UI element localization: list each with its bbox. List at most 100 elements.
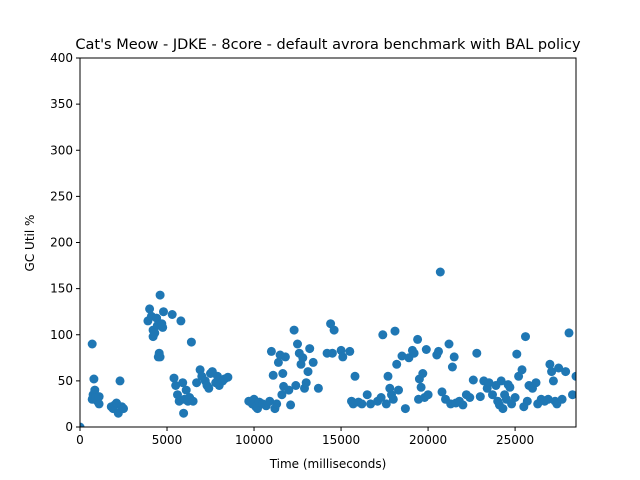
data-point bbox=[557, 394, 567, 404]
x-tick-label: 10000 bbox=[235, 433, 273, 447]
data-point bbox=[301, 378, 311, 388]
data-point bbox=[150, 328, 160, 338]
data-point bbox=[188, 396, 198, 406]
y-tick-label: 400 bbox=[50, 51, 73, 65]
data-point bbox=[434, 346, 443, 356]
chart-title: Cat's Meow - JDKE - 8core - default avro… bbox=[75, 37, 581, 53]
data-point bbox=[313, 383, 323, 393]
data-point bbox=[561, 367, 571, 377]
data-point bbox=[547, 367, 557, 377]
data-point bbox=[277, 390, 287, 400]
data-point bbox=[362, 390, 372, 400]
data-point bbox=[468, 375, 478, 385]
data-point bbox=[357, 399, 367, 409]
data-point bbox=[376, 393, 386, 402]
data-point bbox=[416, 382, 426, 392]
data-point bbox=[383, 371, 393, 381]
data-point bbox=[273, 357, 283, 367]
data-point bbox=[522, 396, 532, 406]
data-point bbox=[437, 387, 447, 397]
data-point bbox=[545, 359, 555, 369]
data-point bbox=[488, 390, 497, 400]
data-point bbox=[510, 393, 520, 402]
data-point bbox=[409, 348, 419, 358]
data-point bbox=[435, 267, 445, 277]
data-point bbox=[505, 382, 515, 392]
data-point bbox=[517, 365, 527, 375]
y-tick-label: 0 bbox=[65, 420, 73, 434]
data-point bbox=[449, 352, 459, 362]
data-point bbox=[350, 371, 360, 381]
data-point bbox=[278, 369, 288, 378]
data-point bbox=[423, 390, 433, 400]
data-point bbox=[400, 404, 410, 414]
x-axis-label: Time (milliseconds) bbox=[269, 457, 387, 471]
data-point bbox=[548, 376, 558, 386]
y-tick-label: 250 bbox=[50, 189, 73, 203]
data-point bbox=[308, 357, 318, 367]
data-point bbox=[378, 330, 388, 340]
data-point bbox=[421, 345, 431, 354]
data-point bbox=[531, 378, 541, 388]
data-point bbox=[366, 399, 376, 409]
data-point bbox=[284, 385, 294, 395]
data-point bbox=[298, 353, 308, 363]
data-point bbox=[345, 346, 355, 356]
data-point bbox=[223, 372, 233, 382]
data-point bbox=[90, 385, 100, 395]
data-point bbox=[327, 348, 337, 358]
data-point bbox=[303, 367, 313, 377]
data-point bbox=[176, 316, 186, 326]
y-tick-label: 200 bbox=[50, 236, 73, 250]
data-point bbox=[178, 378, 188, 388]
data-point bbox=[268, 370, 278, 380]
data-point bbox=[475, 392, 485, 402]
data-point bbox=[512, 349, 522, 359]
x-tick-label: 15000 bbox=[322, 433, 360, 447]
data-point bbox=[571, 371, 576, 381]
data-point bbox=[155, 290, 165, 300]
data-point bbox=[272, 399, 282, 409]
data-point bbox=[543, 394, 553, 404]
x-tick-label: 25000 bbox=[496, 433, 534, 447]
data-point bbox=[291, 381, 301, 390]
data-point bbox=[338, 352, 348, 362]
data-point bbox=[119, 404, 128, 414]
y-tick-label: 150 bbox=[50, 282, 73, 296]
plot-frame bbox=[79, 57, 577, 428]
data-point bbox=[280, 352, 290, 362]
data-point bbox=[388, 394, 398, 404]
data-point bbox=[413, 334, 423, 344]
data-point bbox=[329, 325, 339, 335]
data-point bbox=[169, 373, 179, 383]
data-point bbox=[80, 422, 85, 427]
data-point bbox=[496, 376, 506, 386]
data-point bbox=[390, 326, 400, 336]
data-point bbox=[179, 408, 189, 418]
data-point bbox=[115, 376, 125, 386]
data-point bbox=[418, 369, 428, 378]
y-tick-label: 350 bbox=[50, 97, 73, 111]
data-point bbox=[554, 363, 564, 373]
data-point bbox=[397, 351, 407, 361]
data-point bbox=[465, 393, 475, 402]
data-point bbox=[158, 322, 168, 332]
data-point bbox=[392, 359, 402, 369]
y-tick-label: 100 bbox=[50, 328, 73, 342]
data-point bbox=[484, 378, 494, 388]
x-tick-label: 5000 bbox=[152, 433, 183, 447]
data-point bbox=[155, 352, 165, 362]
data-point bbox=[568, 390, 576, 400]
data-point bbox=[186, 337, 196, 347]
data-point bbox=[293, 339, 302, 349]
data-point bbox=[159, 307, 168, 317]
data-point bbox=[145, 304, 155, 314]
data-point bbox=[289, 325, 299, 335]
data-point bbox=[171, 381, 181, 390]
data-point bbox=[204, 383, 214, 393]
data-point bbox=[305, 344, 315, 354]
data-point bbox=[444, 339, 454, 349]
data-point bbox=[447, 362, 457, 372]
data-point bbox=[94, 392, 104, 402]
